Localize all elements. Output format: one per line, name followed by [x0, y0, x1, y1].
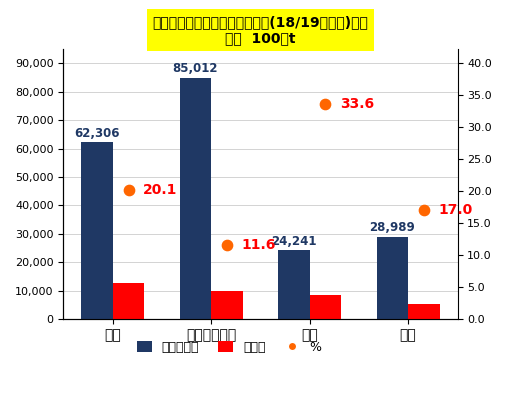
Text: 62,306: 62,306 — [74, 127, 120, 140]
Text: 28,989: 28,989 — [370, 222, 415, 234]
Bar — [377, 237, 408, 319]
Text: 11.6: 11.6 — [242, 238, 276, 252]
Bar — [278, 250, 310, 319]
Text: 33.6: 33.6 — [340, 97, 374, 111]
Title: 世界穀物消費量と在庫量･比率(18/19年度末)予測
単位  100万t: 世界穀物消費量と在庫量･比率(18/19年度末)予測 単位 100万t — [153, 15, 369, 45]
Bar — [408, 304, 440, 319]
Bar — [211, 290, 243, 319]
Text: 17.0: 17.0 — [439, 203, 473, 217]
Point — [321, 101, 330, 107]
Legend: 世界消費量, 在庫量, %: 世界消費量, 在庫量, % — [132, 336, 326, 358]
Text: 24,241: 24,241 — [271, 235, 317, 248]
Point — [420, 207, 428, 213]
Text: 85,012: 85,012 — [173, 62, 218, 75]
Bar — [310, 295, 341, 319]
Point — [223, 241, 231, 248]
Bar — [113, 284, 144, 319]
Bar — [179, 77, 211, 319]
Text: 20.1: 20.1 — [143, 183, 177, 197]
Bar — [81, 142, 113, 319]
Point — [124, 187, 132, 194]
